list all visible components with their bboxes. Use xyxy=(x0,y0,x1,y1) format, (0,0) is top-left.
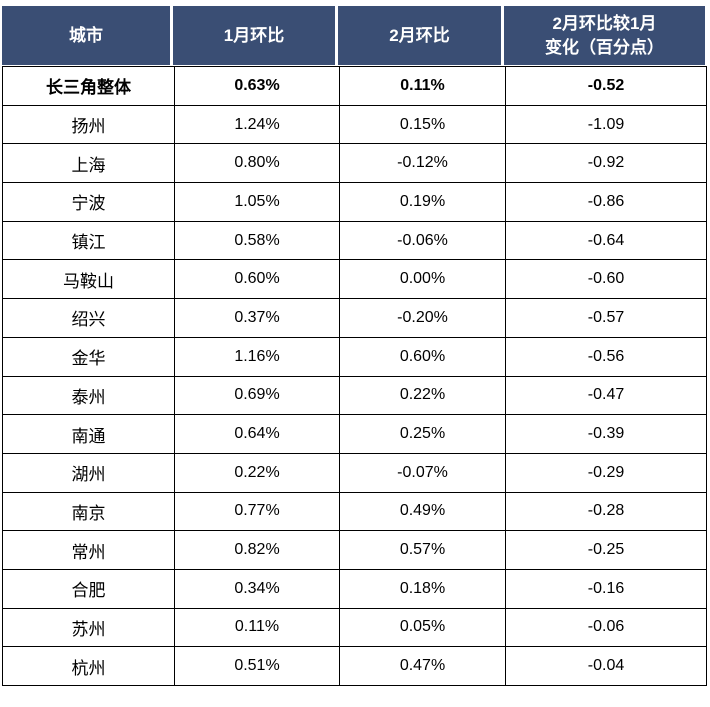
data-table-body: 长三角整体 0.63% 0.11% -0.52 扬州 1.24% 0.15% -1.09 上海 0… xyxy=(2,66,707,686)
header-cell-city: 城市 xyxy=(2,6,173,65)
header-cell-change: 2月环比较1月 变化（百分点） xyxy=(504,6,705,65)
value-cell: 0.60% xyxy=(339,336,506,377)
value-cell: 1.24% xyxy=(174,104,340,145)
value-cell: 0.77% xyxy=(174,491,340,532)
table-row: 杭州 0.51% 0.47% -0.04 xyxy=(2,646,707,686)
city-cell: 绍兴 xyxy=(2,298,175,338)
value-cell: 0.58% xyxy=(174,220,340,261)
value-cell: 1.05% xyxy=(174,182,340,222)
city-cell: 南通 xyxy=(2,414,175,454)
table-row: 常州 0.82% 0.57% -0.25 xyxy=(2,530,707,570)
table-row: 合肥 0.34% 0.18% -0.16 xyxy=(2,568,707,609)
value-cell: 0.47% xyxy=(339,646,506,686)
value-cell: -0.29 xyxy=(505,452,707,493)
city-cell: 合肥 xyxy=(2,568,175,609)
value-cell: 0.11% xyxy=(174,607,340,648)
header-cell-city-label: 城市 xyxy=(69,25,103,45)
value-cell: -0.28 xyxy=(505,491,707,532)
table-row: 金华 1.16% 0.60% -0.56 xyxy=(2,336,707,377)
city-cell: 金华 xyxy=(2,336,175,377)
value-cell: 0.15% xyxy=(339,104,506,145)
table-row: 泰州 0.69% 0.22% -0.47 xyxy=(2,375,707,416)
city-cell: 南京 xyxy=(2,491,175,532)
value-cell: 0.00% xyxy=(339,259,506,300)
table-row: 宁波 1.05% 0.19% -0.86 xyxy=(2,182,707,222)
value-cell: -0.52 xyxy=(505,66,707,106)
city-cell: 常州 xyxy=(2,530,175,570)
value-cell: -0.04 xyxy=(505,646,707,686)
value-cell: -0.64 xyxy=(505,220,707,261)
value-cell: 0.57% xyxy=(339,530,506,570)
value-cell: -0.07% xyxy=(339,452,506,493)
value-cell: 0.63% xyxy=(174,66,340,106)
city-cell: 泰州 xyxy=(2,375,175,416)
value-cell: -0.16 xyxy=(505,568,707,609)
header-cell-change-line2: 变化（百分点） xyxy=(545,37,664,57)
table-row: 扬州 1.24% 0.15% -1.09 xyxy=(2,104,707,145)
value-cell: 0.05% xyxy=(339,607,506,648)
city-cell: 宁波 xyxy=(2,182,175,222)
city-cell: 扬州 xyxy=(2,104,175,145)
value-cell: 0.51% xyxy=(174,646,340,686)
header-cell-feb-mom: 2月环比 xyxy=(338,6,504,65)
value-cell: -0.57 xyxy=(505,298,707,338)
city-cell: 苏州 xyxy=(2,607,175,648)
header-cell-feb-mom-label: 2月环比 xyxy=(389,25,450,45)
value-cell: 0.64% xyxy=(174,414,340,454)
city-cell: 马鞍山 xyxy=(2,259,175,300)
value-cell: 1.16% xyxy=(174,336,340,377)
value-cell: 0.69% xyxy=(174,375,340,416)
table-header-row: 城市 1月环比 2月环比 2月环比较1月 变化（百分点） xyxy=(2,6,705,65)
value-cell: -0.12% xyxy=(339,143,506,184)
value-cell: 0.37% xyxy=(174,298,340,338)
header-cell-change-line1: 2月环比较1月 xyxy=(552,13,657,33)
table-row: 南京 0.77% 0.49% -0.28 xyxy=(2,491,707,532)
value-cell: -0.47 xyxy=(505,375,707,416)
value-cell: 0.34% xyxy=(174,568,340,609)
city-cell: 上海 xyxy=(2,143,175,184)
table-row: 苏州 0.11% 0.05% -0.06 xyxy=(2,607,707,648)
value-cell: -0.25 xyxy=(505,530,707,570)
value-cell: -0.92 xyxy=(505,143,707,184)
value-cell: 0.11% xyxy=(339,66,506,106)
city-cell: 湖州 xyxy=(2,452,175,493)
data-table: 长三角整体 0.63% 0.11% -0.52 扬州 1.24% 0.15% -1.09 上海 0… xyxy=(2,66,707,686)
table-row: 镇江 0.58% -0.06% -0.64 xyxy=(2,220,707,261)
value-cell: 0.25% xyxy=(339,414,506,454)
value-cell: 0.80% xyxy=(174,143,340,184)
header-cell-jan-mom: 1月环比 xyxy=(173,6,338,65)
header-cell-jan-mom-label: 1月环比 xyxy=(223,25,285,45)
value-cell: 0.19% xyxy=(339,182,506,222)
value-cell: -0.06% xyxy=(339,220,506,261)
table-row: 绍兴 0.37% -0.20% -0.57 xyxy=(2,298,707,338)
value-cell: 0.82% xyxy=(174,530,340,570)
city-cell: 杭州 xyxy=(2,646,175,686)
value-cell: -1.09 xyxy=(505,104,707,145)
table-row: 湖州 0.22% -0.07% -0.29 xyxy=(2,452,707,493)
value-cell: 0.18% xyxy=(339,568,506,609)
value-cell: 0.49% xyxy=(339,491,506,532)
value-cell: -0.56 xyxy=(505,336,707,377)
table-row: 长三角整体 0.63% 0.11% -0.52 xyxy=(2,66,707,106)
value-cell: -0.86 xyxy=(505,182,707,222)
value-cell: 0.22% xyxy=(174,452,340,493)
value-cell: -0.60 xyxy=(505,259,707,300)
city-cell: 长三角整体 xyxy=(2,66,175,106)
table-row: 上海 0.80% -0.12% -0.92 xyxy=(2,143,707,184)
value-cell: 0.22% xyxy=(339,375,506,416)
value-cell: 0.60% xyxy=(174,259,340,300)
value-cell: -0.39 xyxy=(505,414,707,454)
value-cell: -0.06 xyxy=(505,607,707,648)
table-row: 马鞍山 0.60% 0.00% -0.60 xyxy=(2,259,707,300)
table-row: 南通 0.64% 0.25% -0.39 xyxy=(2,414,707,454)
city-cell: 镇江 xyxy=(2,220,175,261)
value-cell: -0.20% xyxy=(339,298,506,338)
